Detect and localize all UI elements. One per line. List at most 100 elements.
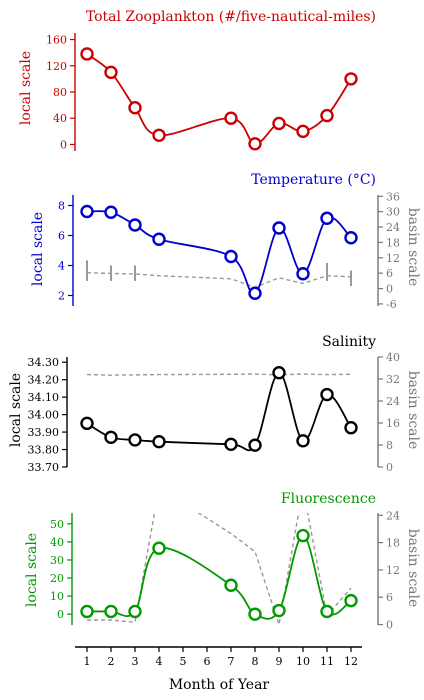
x-tick-label: 6 xyxy=(204,655,211,668)
y-tick-right-label: 32 xyxy=(386,373,400,386)
data-point xyxy=(272,221,286,235)
x-tick-label: 11 xyxy=(320,655,334,668)
data-point xyxy=(320,211,334,225)
y-tick-right-label: 36 xyxy=(386,190,400,203)
data-point xyxy=(224,249,238,264)
data-point xyxy=(272,603,286,618)
data-point xyxy=(224,437,238,452)
y-tick-label: 20 xyxy=(50,572,64,585)
y-tick-label: 0 xyxy=(57,608,64,621)
y-tick-right-label: 24 xyxy=(386,221,400,234)
data-point xyxy=(128,604,142,619)
y-tick-label: 40 xyxy=(50,536,64,549)
panel-3: 33.70 33.80 33.90 34.00 34.10 34.20 34.30 0 8 16 2… xyxy=(28,351,401,474)
x-tick-label: 9 xyxy=(276,655,283,668)
data-point xyxy=(224,578,238,592)
y-tick-label: 80 xyxy=(53,86,67,99)
y-tick-label: 40 xyxy=(53,112,67,125)
panel-2-title: Temperature (°C) xyxy=(251,172,376,188)
basin-series-line xyxy=(86,271,352,289)
y-tick-right-label: 12 xyxy=(386,564,400,577)
local-series-line xyxy=(86,371,352,452)
x-tick-label: 8 xyxy=(252,655,259,668)
y-tick-label: 120 xyxy=(46,60,67,73)
y-tick-label: 160 xyxy=(46,34,67,47)
x-axis-label: Month of Year xyxy=(169,677,270,693)
data-point xyxy=(320,108,334,123)
y-tick-label: 30 xyxy=(50,554,64,567)
data-point xyxy=(296,528,310,543)
y-tick-right-label: 18 xyxy=(386,537,400,550)
panel-4-title: Fluorescence xyxy=(281,491,376,507)
data-point xyxy=(104,430,118,445)
data-point xyxy=(248,438,262,452)
y-tick-right-label: -6 xyxy=(386,298,397,311)
y-tick-label: 0 xyxy=(60,138,67,151)
y-tick-label: 6 xyxy=(58,230,65,243)
y-tick-right-label: 0 xyxy=(386,283,393,296)
data-point xyxy=(80,47,94,61)
data-point xyxy=(272,116,286,131)
data-point xyxy=(152,434,166,449)
x-tick-label: 2 xyxy=(108,655,115,668)
x-axis: 1 2 3 4 5 6 7 8 9 10 11 12 xyxy=(75,646,362,668)
x-tick-label: 3 xyxy=(132,655,139,668)
y-tick-label: 33.80 xyxy=(28,444,60,457)
panel-4-ylabel-right: basin scale xyxy=(405,529,421,608)
x-tick-label: 7 xyxy=(228,655,235,668)
data-point xyxy=(152,541,166,555)
y-tick-right-label: 12 xyxy=(386,252,400,265)
panel-3-ylabel: local scale xyxy=(8,373,24,447)
y-tick-right-label: 24 xyxy=(386,395,400,408)
y-tick-label: 34.00 xyxy=(28,409,60,422)
panel-1: 0 40 80 120 160 xyxy=(46,33,358,151)
data-point xyxy=(272,366,286,380)
data-point xyxy=(344,231,358,245)
data-point xyxy=(248,286,262,300)
panel-2-ylabel: local scale xyxy=(30,212,46,286)
panel-1-title: Total Zooplankton (#/five-nautical-miles… xyxy=(86,9,376,25)
basin-series-line xyxy=(86,373,352,376)
y-tick-label: 2 xyxy=(58,290,65,303)
local-series-line xyxy=(86,210,352,295)
y-tick-label: 8 xyxy=(58,200,65,213)
data-point xyxy=(224,111,238,125)
data-point xyxy=(296,267,310,281)
data-point xyxy=(344,72,358,86)
data-point xyxy=(344,593,358,608)
local-series-line xyxy=(86,534,352,620)
y-tick-label: 34.10 xyxy=(28,391,60,404)
y-tick-label: 10 xyxy=(50,590,64,603)
data-point xyxy=(128,433,142,447)
panel-1-ylabel: local scale xyxy=(18,51,34,125)
panel-3-title: Salinity xyxy=(322,334,376,350)
data-point xyxy=(80,416,94,431)
data-point xyxy=(128,218,142,232)
y-tick-label: 4 xyxy=(58,260,65,273)
data-point xyxy=(152,232,166,246)
data-point xyxy=(104,604,118,619)
data-point xyxy=(80,204,94,219)
data-point xyxy=(296,434,310,448)
y-tick-label: 33.90 xyxy=(28,426,60,439)
data-point xyxy=(344,421,358,435)
data-point xyxy=(128,101,142,115)
data-point xyxy=(320,387,334,402)
x-tick-label: 4 xyxy=(156,655,163,668)
x-tick-label: 5 xyxy=(180,655,187,668)
y-tick-label: 33.70 xyxy=(28,461,60,474)
panel-3-ylabel-right: basin scale xyxy=(405,371,421,450)
data-point xyxy=(248,137,262,151)
data-point xyxy=(320,604,334,619)
y-tick-right-label: 0 xyxy=(386,619,393,632)
y-tick-label: 50 xyxy=(50,518,64,531)
y-tick-right-label: 6 xyxy=(386,267,393,280)
data-point xyxy=(104,205,118,219)
x-tick-label: 10 xyxy=(296,655,310,668)
local-series-line xyxy=(86,53,352,145)
data-point xyxy=(104,65,118,80)
y-tick-right-label: 40 xyxy=(386,351,400,364)
